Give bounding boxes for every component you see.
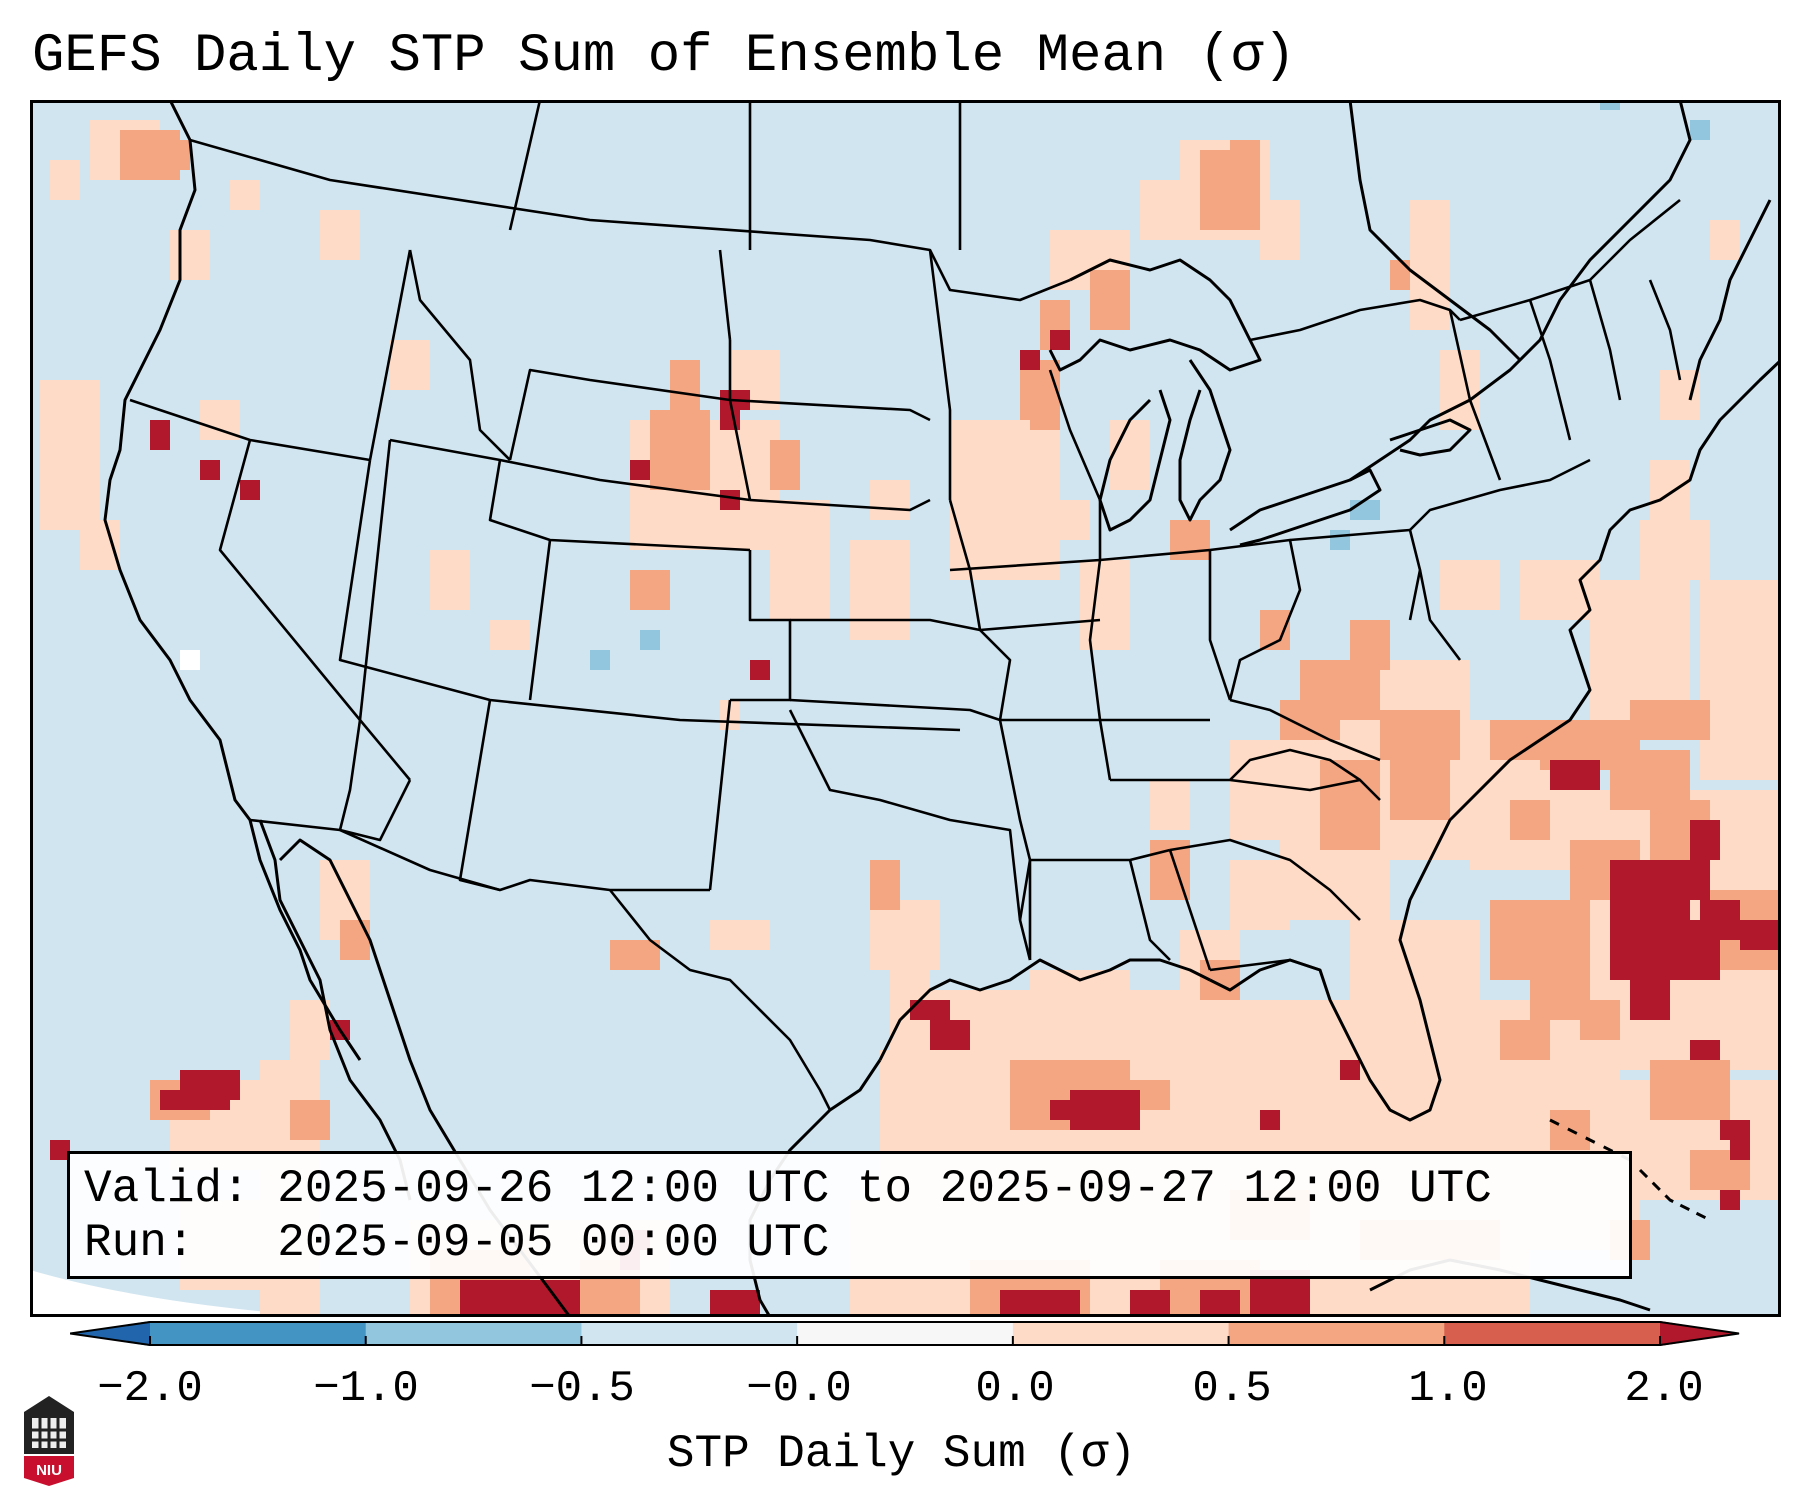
valid-run-info-box: Valid: 2025-09-26 12:00 UTC to 2025-09-2… bbox=[67, 1151, 1632, 1279]
colorbar-tick-label: −0.5 bbox=[529, 1364, 635, 1414]
valid-value: 2025-09-26 12:00 UTC to 2025-09-27 12:00… bbox=[277, 1163, 1492, 1215]
stp-cell-neutral bbox=[180, 650, 200, 670]
map-svg bbox=[30, 100, 1781, 1317]
colorbar-segment bbox=[365, 1321, 582, 1346]
state-borders bbox=[129, 100, 1682, 1111]
colorbar-label: STP Daily Sum (σ) bbox=[666, 1428, 1137, 1480]
run-value: 2025-09-05 00:00 UTC bbox=[277, 1217, 830, 1269]
map-border bbox=[30, 100, 1781, 1317]
colorbar-tick-label: 0.5 bbox=[1192, 1364, 1272, 1414]
university-logo-icon: NIU bbox=[20, 1392, 78, 1486]
colorbar-tick-label: −2.0 bbox=[97, 1364, 203, 1414]
valid-label: Valid: bbox=[84, 1163, 250, 1215]
colorbar-segment bbox=[797, 1321, 1014, 1346]
run-label: Run: bbox=[84, 1217, 195, 1269]
colorbar-extend-low bbox=[70, 1321, 150, 1346]
colorbar-extend-high bbox=[1660, 1321, 1740, 1346]
logo-text: NIU bbox=[36, 1462, 62, 1479]
colorbar bbox=[69, 1321, 1740, 1346]
colorbar-segment bbox=[581, 1321, 798, 1346]
coastlines bbox=[103, 100, 1781, 1317]
chart-title: GEFS Daily STP Sum of Ensemble Mean (σ) bbox=[32, 26, 1296, 87]
colorbar-segment bbox=[1012, 1321, 1230, 1346]
colorbar-tick-label: −1.0 bbox=[313, 1364, 419, 1414]
colorbar-tick-label: 0.0 bbox=[975, 1364, 1055, 1414]
colorbar-segment bbox=[150, 1321, 367, 1346]
colorbar-svg bbox=[69, 1321, 1740, 1346]
stp-cells-moderate bbox=[120, 130, 1781, 1317]
projection-edge bbox=[30, 1270, 330, 1317]
colorbar-tick-label: 2.0 bbox=[1624, 1364, 1704, 1414]
colorbar-segment bbox=[1228, 1321, 1445, 1346]
colorbar-tick-label: −0.0 bbox=[746, 1364, 852, 1414]
colorbar-tick-label: 1.0 bbox=[1408, 1364, 1488, 1414]
colorbar-segment bbox=[1444, 1321, 1661, 1346]
map-panel bbox=[30, 100, 1781, 1317]
